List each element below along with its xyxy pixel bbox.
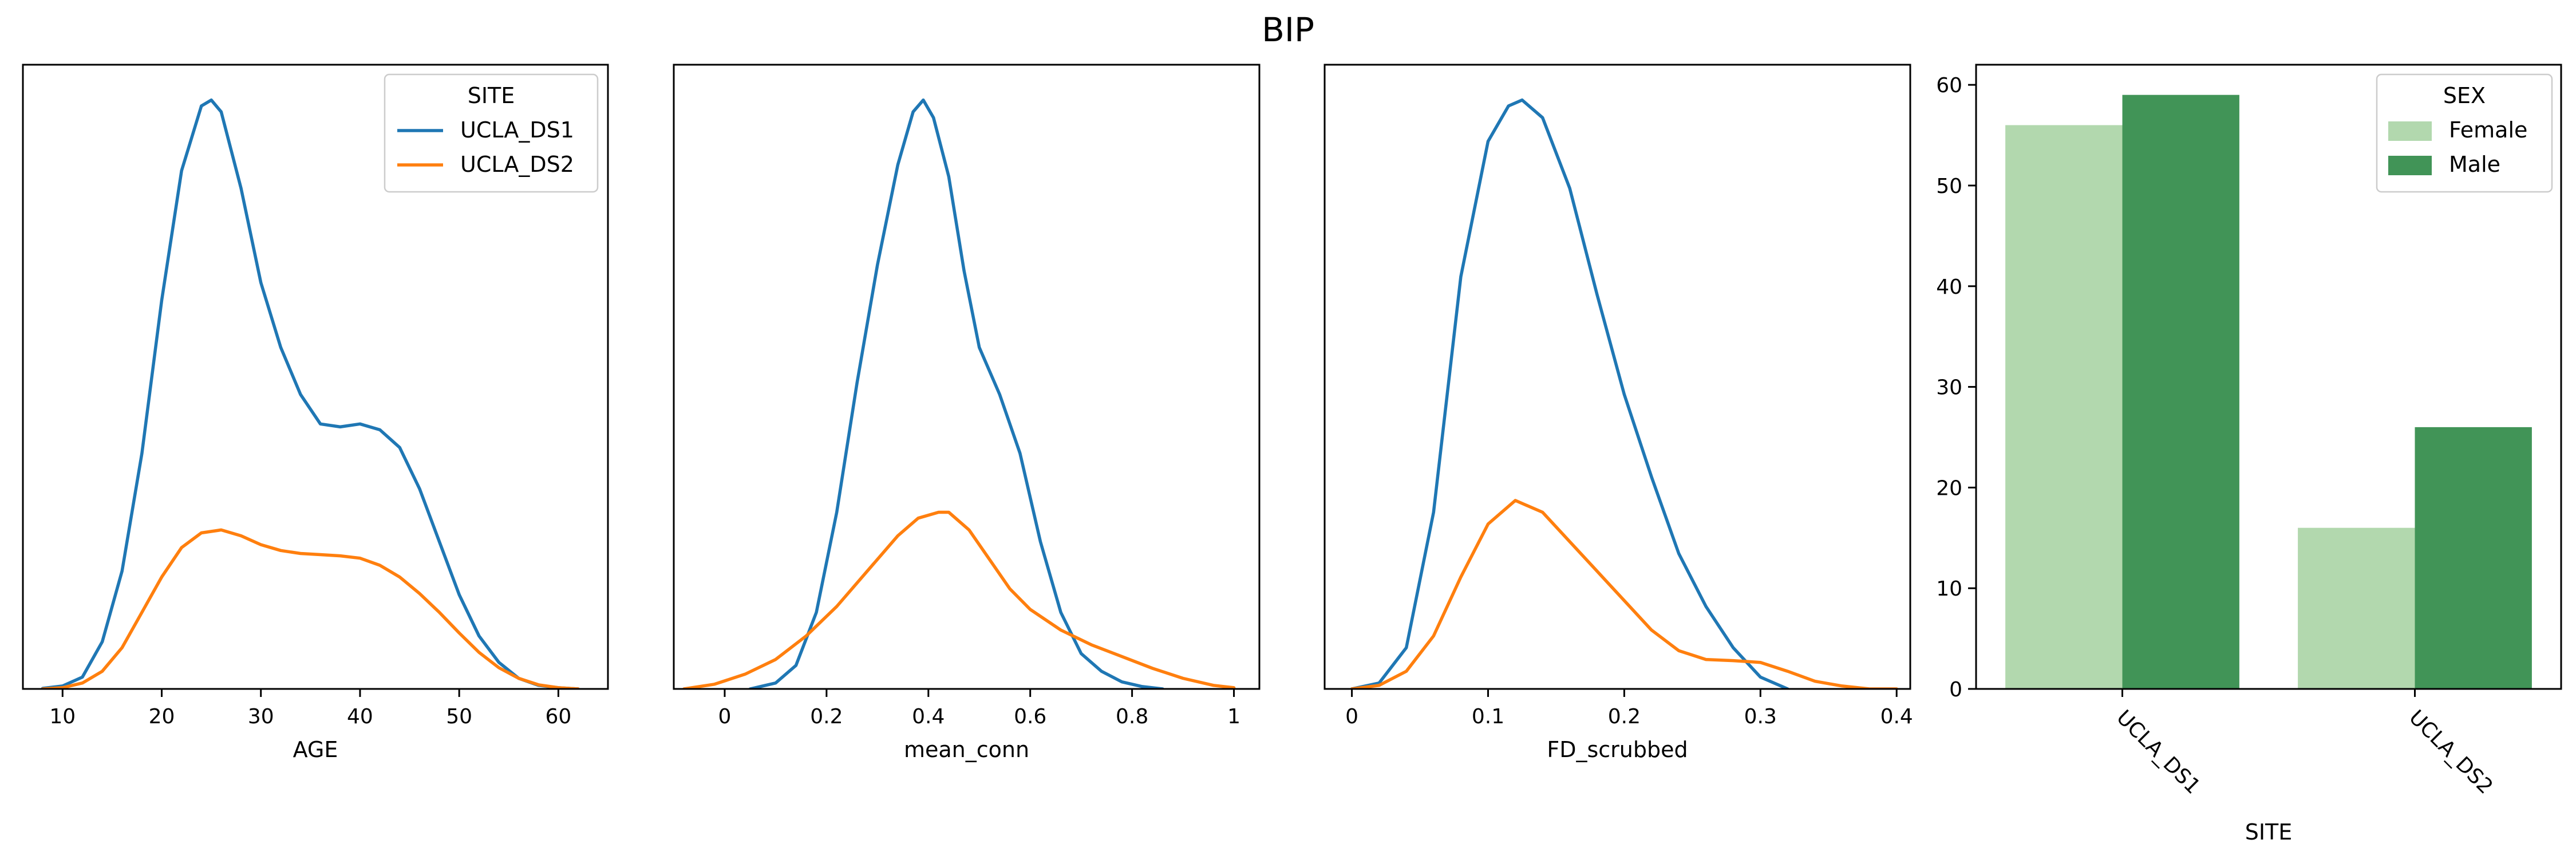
legend-sex-title: SEX (2443, 83, 2486, 108)
panel-4-frame (1975, 64, 2562, 690)
panel-3-x-tick-label: 0.4 (1880, 705, 1913, 728)
panel-1-x-tick-label: 10 (49, 705, 76, 728)
figure-title: BIP (1262, 10, 1314, 49)
legend-sex-swatch-female (2388, 121, 2432, 141)
panel-3-x-axis-label: FD_scrubbed (1547, 737, 1688, 762)
legend-site-label-ucla-ds1: UCLA_DS1 (460, 117, 574, 143)
panel-1-x-tick-label: 60 (545, 705, 571, 728)
panel-1-frame (22, 64, 609, 690)
panel-2-x-tick-label: 1 (1227, 705, 1240, 728)
legend-sex: SEX Female Male (2376, 73, 2553, 193)
panel-4-y-tick-label: 20 (1936, 476, 1962, 500)
panel-4-y-tick-label: 30 (1936, 376, 1962, 400)
panel-1-x-axis-label: AGE (293, 737, 338, 762)
panel-3-frame (1323, 64, 1911, 690)
panel-4-x-axis-label: SITE (2245, 819, 2293, 845)
panel-4-x-tick-label-ucla-ds1: UCLA_DS1 (2112, 706, 2204, 798)
panel-4-y-tick-label: 0 (1949, 678, 1962, 702)
panel-3-x-tick-label: 0.1 (1472, 705, 1504, 728)
panel-2-x-axis-label: mean_conn (904, 737, 1029, 762)
panel-1-x-tick-label: 50 (446, 705, 472, 728)
panel-2-frame (673, 64, 1261, 690)
legend-site-title: SITE (468, 83, 515, 108)
legend-site: SITE UCLA_DS1 UCLA_DS2 (384, 73, 599, 193)
bar-female-ucla-ds1 (2005, 125, 2123, 689)
bar-male-ucla-ds2 (2415, 427, 2532, 689)
panel-4-y-tick-label: 40 (1936, 275, 1962, 299)
panel-2-x-tick-label: 0.2 (810, 705, 843, 728)
legend-sex-label-male: Male (2449, 152, 2500, 177)
panel-2-x-tick-label: 0.4 (912, 705, 945, 728)
panel-3-curve-ucla-ds1 (1350, 98, 1789, 689)
panel-4-x-tick-label-ucla-ds2: UCLA_DS2 (2404, 706, 2497, 798)
panel-2-x-tick-label: 0.6 (1014, 705, 1046, 728)
legend-sex-label-female: Female (2449, 117, 2527, 143)
panel-1-curve-ucla-ds1 (41, 98, 580, 689)
legend-site-box (384, 73, 599, 193)
panel-2-x-tick-label: 0 (718, 705, 732, 728)
panel-2-curve-ucla-ds2 (682, 510, 1236, 689)
bar-female-ucla-ds2 (2298, 527, 2415, 689)
panel-1-x-tick-label: 20 (149, 705, 175, 728)
legend-site-label-ucla-ds2: UCLA_DS2 (460, 152, 574, 177)
panel-4-y-tick-label: 50 (1936, 175, 1962, 198)
bar-male-ucla-ds1 (2122, 94, 2239, 689)
panel-2-curve-ucla-ds1 (748, 98, 1164, 689)
panel-3-curve-ucla-ds2 (1350, 499, 1898, 689)
panel-1-curve-ucla-ds2 (41, 528, 580, 689)
panel-3-x-tick-label: 0.2 (1608, 705, 1641, 728)
panel-1-x-tick-label: 30 (248, 705, 274, 728)
legend-sex-swatch-male (2388, 156, 2432, 175)
panel-2-x-tick-label: 0.8 (1116, 705, 1148, 728)
panel-4-y-tick-label: 10 (1936, 577, 1962, 601)
panel-3-x-tick-label: 0 (1345, 705, 1358, 728)
panel-3-x-tick-label: 0.3 (1744, 705, 1777, 728)
panel-1-x-tick-label: 40 (347, 705, 373, 728)
panel-4-y-tick-label: 60 (1936, 74, 1962, 97)
